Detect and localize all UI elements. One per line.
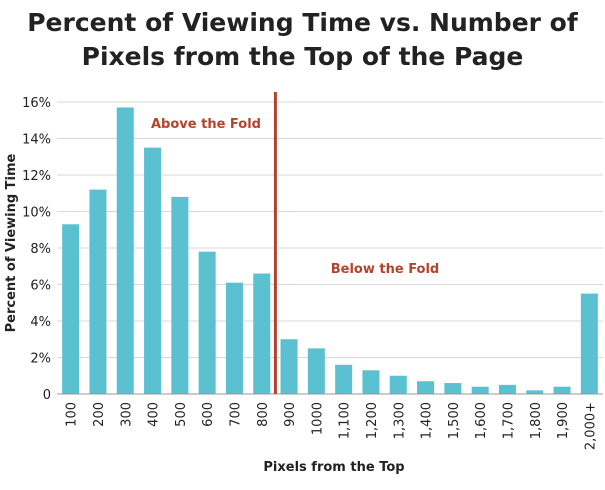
- below-the-fold-label: Below the Fold: [331, 262, 440, 277]
- x-tick-label: 1,100: [338, 402, 353, 439]
- bar-1600: [471, 386, 489, 394]
- bar-1200: [362, 370, 380, 394]
- bar-900: [280, 339, 298, 394]
- x-axis-title: Pixels from the Top: [263, 460, 404, 475]
- bar-1700: [498, 384, 516, 394]
- x-tick-label: 1,300: [392, 402, 407, 439]
- bar-1800: [526, 390, 544, 394]
- x-tick-label: 1,800: [529, 402, 544, 439]
- bar-2000+: [580, 293, 598, 394]
- chart-title-line-1: Percent of Viewing Time vs. Number of: [27, 8, 578, 37]
- y-tick-label: 14%: [22, 133, 51, 148]
- x-tick-label: 500: [174, 402, 189, 427]
- bar-1500: [444, 383, 462, 394]
- y-tick-label: 4%: [30, 315, 51, 330]
- bar-500: [171, 196, 189, 394]
- bar-1100: [335, 364, 353, 394]
- y-tick-label: 2%: [30, 352, 51, 367]
- x-tick-label: 1,900: [556, 402, 571, 439]
- x-tick-label: 300: [119, 402, 134, 427]
- bar-700: [225, 282, 243, 394]
- above-the-fold-label: Above the Fold: [151, 117, 261, 132]
- y-axis-ticks: 0 2% 4% 6% 8% 10% 12% 14% 16%: [22, 96, 51, 403]
- y-tick-label: 8%: [30, 242, 51, 257]
- y-tick-label: 16%: [22, 96, 51, 111]
- x-tick-label: 1,600: [474, 402, 489, 439]
- x-tick-label: 800: [256, 402, 271, 427]
- bar-100: [62, 224, 80, 394]
- y-tick-label: 6%: [30, 279, 51, 294]
- x-tick-label: 900: [283, 402, 298, 427]
- y-tick-label: 0: [43, 388, 51, 403]
- x-tick-label: 1,700: [501, 402, 516, 439]
- x-tick-label: 400: [147, 402, 162, 427]
- gridlines: [57, 101, 603, 358]
- bar-1300: [389, 375, 407, 394]
- x-tick-label: 1,200: [365, 402, 380, 439]
- bar-1000: [307, 348, 325, 394]
- chart-title-line-2: Pixels from the Top of the Page: [81, 42, 524, 71]
- x-tick-label: 600: [201, 402, 216, 427]
- bar-1900: [553, 386, 571, 394]
- bar-400: [144, 147, 162, 394]
- bar-600: [198, 251, 216, 394]
- x-tick-label: 1000: [310, 402, 325, 435]
- chart-title: Percent of Viewing Time vs. Number of Pi…: [0, 6, 605, 74]
- bar-800: [253, 273, 271, 394]
- x-tick-label: 1,400: [420, 402, 435, 439]
- x-axis-ticks: 100 200 300 400 500 600 700 800 900 1000 1,100 1,20…: [65, 402, 599, 450]
- x-tick-label: 200: [92, 402, 107, 427]
- x-tick-label: 2,000+: [583, 402, 598, 450]
- x-tick-label: 1,500: [447, 402, 462, 439]
- bar-1400: [417, 381, 435, 394]
- bar-300: [116, 107, 134, 394]
- bar-series: [62, 107, 598, 394]
- y-axis-title: Percent of Viewing Time: [4, 153, 19, 332]
- y-tick-label: 12%: [22, 169, 51, 184]
- x-tick-label: 700: [228, 402, 243, 427]
- x-tick-label: 100: [65, 402, 80, 427]
- y-tick-label: 10%: [22, 206, 51, 221]
- bar-200: [89, 189, 107, 394]
